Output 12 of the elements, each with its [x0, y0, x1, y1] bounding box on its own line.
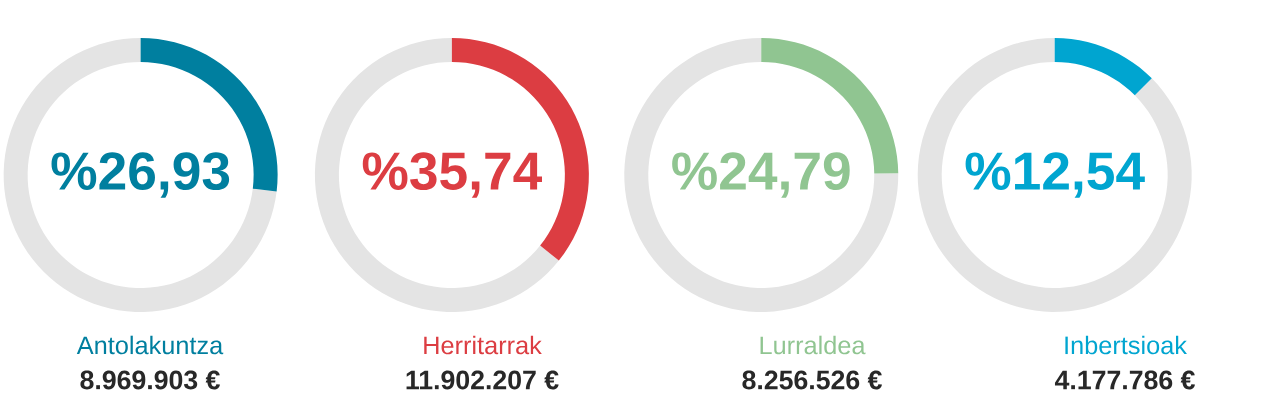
text: 11.902.207 € — [406, 370, 559, 390]
text: Inbertsioak — [1065, 335, 1187, 355]
text: %26,93 — [51, 152, 230, 198]
text: 4.177.786 € — [1054, 370, 1195, 390]
text: Lurraldea — [760, 335, 866, 355]
text: %35,74 — [362, 152, 542, 198]
text: %12,54 — [965, 152, 1145, 198]
text: 8.256.526 € — [742, 370, 882, 390]
text: Herritarrak — [424, 335, 542, 355]
text: %24,79 — [672, 152, 850, 198]
text: Antolakuntza — [76, 335, 224, 355]
text: 8.969.903 € — [80, 370, 220, 390]
